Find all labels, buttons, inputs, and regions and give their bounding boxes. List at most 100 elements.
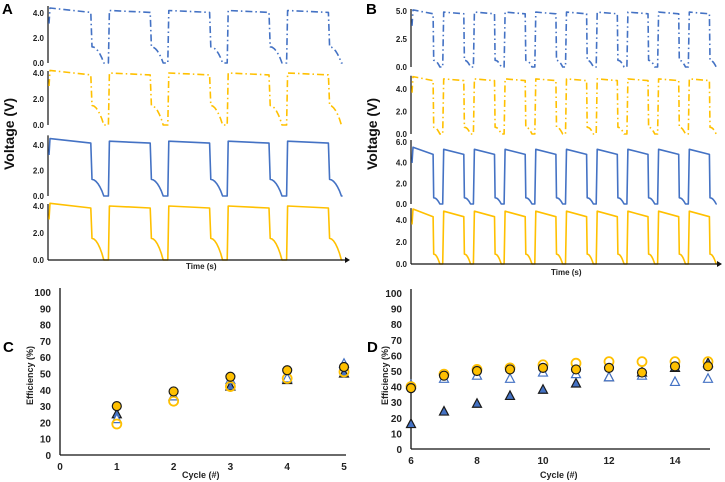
- y-tick-label: 40: [391, 383, 403, 394]
- x-tick-label: 4: [284, 462, 290, 473]
- x-tick-label: 2: [171, 462, 177, 473]
- y-tick-label: 4.0: [33, 141, 45, 150]
- x-tick-label: 5: [341, 462, 347, 473]
- panel-c-efficiency-scatter: C Efficiency (%) Cycle (#) 0102030405060…: [3, 288, 350, 480]
- panel-b-voltage-traces: B Voltage (V) Time (s) 0.0 2.5 5.0 0.0 2.0 4.…: [364, 1, 722, 277]
- data-point-circle-filled: [168, 386, 179, 397]
- data-point-circle-filled: [471, 365, 483, 377]
- data-point-circle-open: [636, 356, 648, 368]
- y-axis-label: Efficiency (%): [380, 346, 390, 405]
- data-point-triangle-open: [504, 372, 516, 383]
- y-tick-label: 5.0: [396, 7, 408, 16]
- series-triangle-open: [405, 366, 714, 390]
- data-point-triangle-open: [702, 372, 714, 383]
- voltage-subplot-3: 0.0 2.0 4.0 6.0: [396, 138, 717, 209]
- data-point-triangle-open: [603, 370, 615, 382]
- y-tick-label: 40: [40, 386, 52, 397]
- y-tick-label: 20: [40, 418, 52, 429]
- y-tick-label: 2.0: [396, 238, 408, 247]
- x-tick-label: 10: [537, 456, 549, 467]
- y-tick-label: 4.0: [33, 9, 45, 18]
- y-tick-label: 2.0: [33, 167, 45, 176]
- y-axis-label: Voltage (V): [1, 98, 17, 170]
- y-tick-label: 10: [40, 435, 52, 446]
- y-tick-label: 0.0: [33, 59, 45, 68]
- data-point-circle-open: [111, 418, 123, 430]
- data-point-circle-filled: [570, 364, 582, 375]
- data-point-circle-filled: [225, 371, 236, 382]
- y-tick-label: 10: [391, 429, 403, 440]
- y-axis-label: Voltage (V): [364, 98, 380, 170]
- y-tick-label: 90: [40, 304, 52, 315]
- data-point-circle-open: [168, 395, 180, 407]
- y-tick-label: 0.0: [33, 121, 45, 130]
- data-point-triangle-filled: [471, 397, 483, 408]
- data-point-triangle-filled: [570, 377, 582, 388]
- x-tick-label: 8: [474, 456, 480, 467]
- y-axis-label: Efficiency (%): [25, 346, 35, 405]
- data-point-circle-filled: [537, 362, 549, 373]
- y-tick-label: 20: [391, 414, 403, 425]
- y-tick-label: 80: [40, 321, 52, 332]
- y-tick-label: 50: [391, 367, 403, 378]
- data-point-triangle-filled: [504, 389, 516, 401]
- voltage-trace-orange-dash-dot: [411, 75, 717, 135]
- voltage-subplot-2: 0.0 2.0 4.0: [396, 75, 717, 139]
- data-point-circle-filled: [111, 401, 122, 412]
- y-tick-label: 4.0: [33, 69, 45, 78]
- voltage-trace-blue-solid: [48, 137, 343, 197]
- panel-a-voltage-traces: A Voltage (V) Time (s) 0.02.04.00.02.04.…: [1, 1, 350, 271]
- series-triangle-filled: [405, 356, 714, 429]
- y-tick-label: 0.0: [396, 63, 408, 72]
- data-point-circle-filled: [603, 362, 615, 373]
- data-point-circle-filled: [702, 361, 714, 372]
- y-tick-label: 4.0: [396, 159, 408, 168]
- data-point-triangle-filled: [438, 405, 450, 416]
- voltage-subplot-4: 0.0 2.0 4.0: [396, 208, 722, 269]
- y-tick-label: 2.0: [396, 108, 408, 117]
- series-circle-filled: [111, 361, 350, 412]
- x-tick-label: 12: [603, 456, 615, 467]
- y-tick-label: 90: [391, 305, 403, 316]
- y-tick-label: 0: [396, 445, 402, 456]
- voltage-trace-orange-dash-dot: [48, 69, 343, 126]
- y-tick-label: 0.0: [396, 260, 408, 269]
- y-tick-label: 6.0: [396, 138, 408, 147]
- data-point-circle-filled: [504, 364, 516, 375]
- voltage-subplot-4: 0.0 2.0 4.0: [33, 202, 350, 265]
- y-tick-label: 0.0: [33, 256, 45, 265]
- y-tick-label: 4.0: [396, 85, 408, 94]
- y-tick-label: 0.0: [396, 130, 408, 139]
- y-tick-label: 0: [45, 451, 51, 462]
- data-point-circle-open: [224, 381, 236, 392]
- data-point-triangle-open: [669, 375, 681, 387]
- data-point-circle-filled: [636, 367, 648, 378]
- panel-label-d: D: [367, 339, 378, 356]
- x-tick-label: 6: [408, 456, 414, 467]
- y-tick-label: 60: [391, 351, 403, 362]
- y-tick-label: 2.0: [33, 34, 45, 43]
- x-tick-label: 14: [669, 456, 681, 467]
- x-axis-label: Time (s): [551, 268, 582, 277]
- data-point-circle-filled: [282, 365, 293, 376]
- panel-label-a: A: [2, 1, 13, 18]
- series-circle-filled: [405, 361, 714, 394]
- x-axis-arrow-icon: [717, 261, 722, 267]
- y-tick-label: 2.0: [33, 95, 45, 104]
- y-tick-label: 0.0: [33, 192, 45, 201]
- data-point-circle-filled: [669, 361, 681, 372]
- x-axis-label: Cycle (#): [540, 470, 578, 480]
- y-tick-label: 2.0: [33, 229, 45, 238]
- y-tick-label: 100: [34, 288, 51, 299]
- data-point-triangle-open: [281, 372, 293, 383]
- y-tick-label: 2.5: [396, 35, 408, 44]
- y-tick-label: 4.0: [396, 216, 408, 225]
- voltage-trace-orange-solid: [411, 208, 717, 265]
- panel-d-efficiency-scatter: D Efficiency (%) Cycle (#) 0 10 20 30 40 50 60…: [367, 289, 714, 480]
- data-point-triangle-filled: [224, 380, 236, 391]
- voltage-subplot-1: 0.0 2.0 4.0: [33, 6, 343, 68]
- data-point-circle-filled: [438, 370, 450, 381]
- data-point-circle-filled: [338, 361, 350, 373]
- voltage-trace-blue-solid: [411, 146, 717, 205]
